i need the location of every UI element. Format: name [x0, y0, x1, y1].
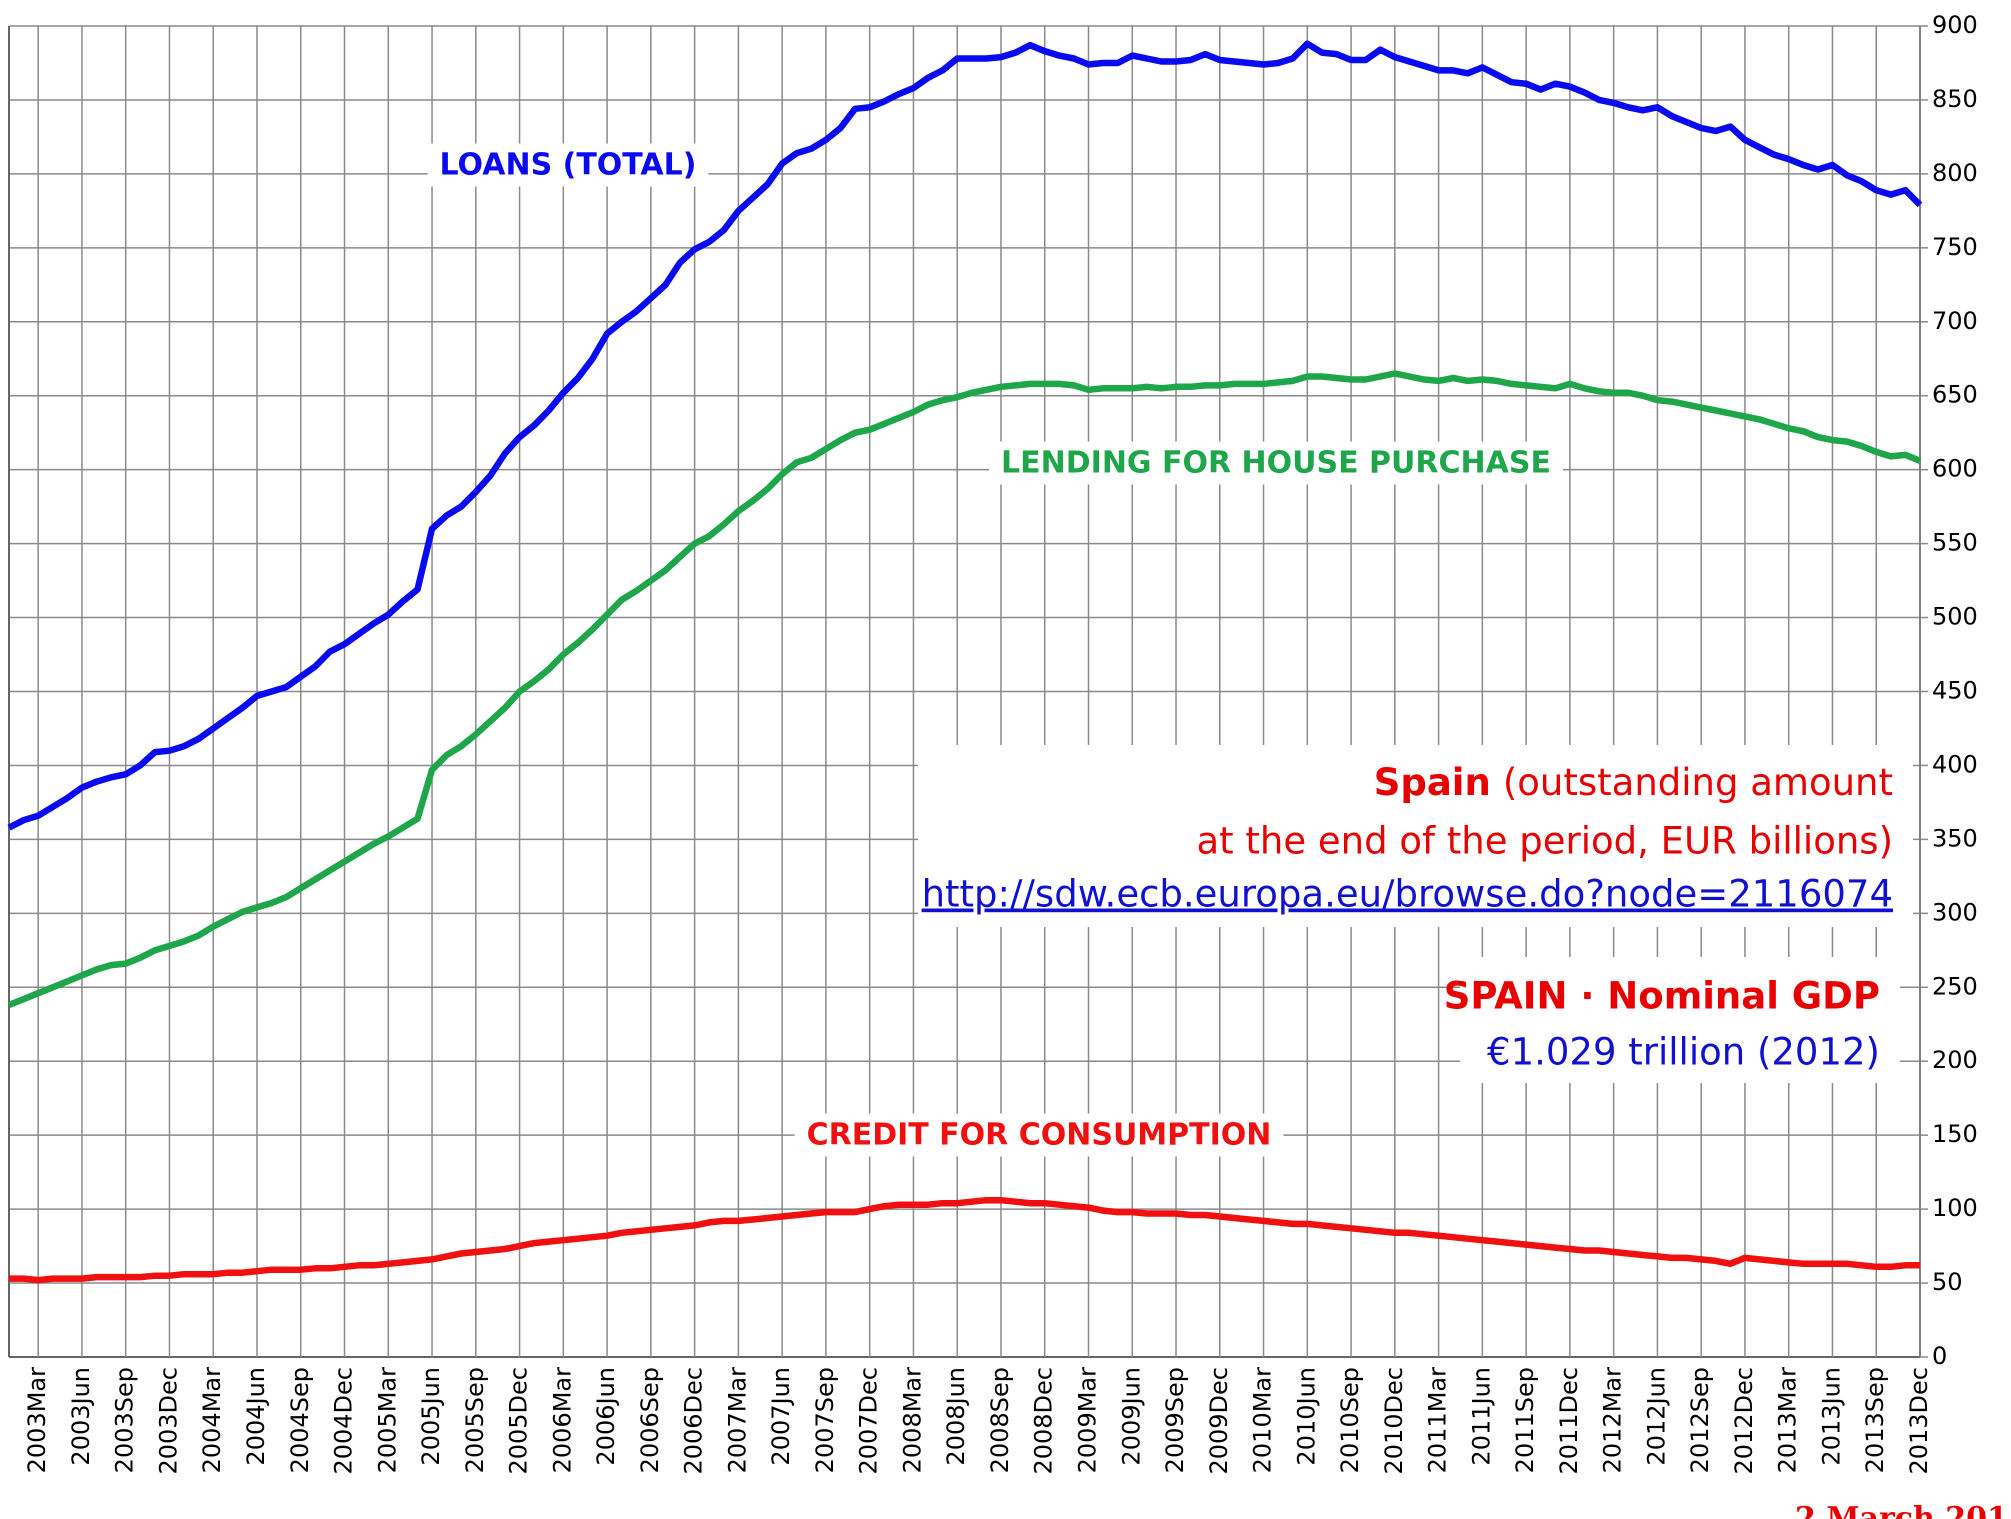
info-title-bold: Spain: [1374, 761, 1491, 804]
x-tick-label: 2011Mar: [1424, 1367, 1452, 1473]
y-tick-label: 350: [1932, 824, 1978, 852]
gdp-value: €1.029 trillion (2012): [1487, 1031, 1880, 1074]
x-tick-label: 2010Jun: [1292, 1367, 1320, 1466]
gdp-title: SPAIN · Nominal GDP: [1444, 975, 1880, 1018]
lines: [7, 40, 1923, 1284]
x-tick-label: 2012Mar: [1599, 1367, 1627, 1473]
x-tick-label: 2010Sep: [1336, 1367, 1364, 1473]
x-tick-label: 2004Jun: [242, 1367, 270, 1466]
y-tick-label: 850: [1932, 85, 1978, 113]
x-tick-label: 2008Dec: [1030, 1367, 1058, 1475]
x-tick-label: 2008Jun: [942, 1367, 970, 1466]
x-tick-label: 2007Jun: [767, 1367, 795, 1466]
x-tick-label: 2003Dec: [154, 1367, 182, 1475]
x-tick-label: 2006Sep: [636, 1367, 664, 1473]
x-tick-label: 2004Mar: [198, 1367, 226, 1473]
x-tick-label: 2004Dec: [330, 1367, 358, 1475]
x-tick-label: 2007Sep: [811, 1367, 839, 1473]
x-tick-label: 2009Dec: [1205, 1367, 1233, 1475]
x-tick-label: 2003Jun: [67, 1367, 95, 1466]
y-tick-label: 900: [1932, 11, 1978, 39]
x-tick-label: 2013Mar: [1774, 1367, 1802, 1473]
x-tick-label: 2009Jun: [1117, 1367, 1145, 1466]
y-tick-label: 450: [1932, 677, 1978, 705]
x-tick-label: 2005Sep: [461, 1367, 489, 1473]
x-tick-label: 2005Jun: [417, 1367, 445, 1466]
y-tick-label: 500: [1932, 603, 1978, 631]
x-tick-label: 2003Mar: [23, 1367, 51, 1473]
y-tick-label: 800: [1932, 159, 1978, 187]
x-tick-label: 2012Jun: [1642, 1367, 1670, 1466]
y-tick-label: 600: [1932, 455, 1978, 483]
info-link[interactable]: http://sdw.ecb.europa.eu/browse.do?node=…: [922, 873, 1893, 916]
series-line: [9, 1196, 1920, 1284]
x-tick-label: 2013Jun: [1817, 1367, 1845, 1466]
x-tick-label: 2010Mar: [1249, 1367, 1277, 1473]
x-tick-label: 2011Jun: [1467, 1367, 1495, 1466]
x-tick-label: 2005Dec: [505, 1367, 533, 1475]
x-tick-label: 2011Sep: [1511, 1367, 1539, 1473]
x-tick-label: 2013Sep: [1861, 1367, 1889, 1473]
info-box: [918, 745, 1913, 927]
x-tick-label: 2012Sep: [1686, 1367, 1714, 1473]
info-line1: (outstanding amount: [1503, 761, 1893, 804]
series-line: [7, 40, 1923, 831]
x-tick-label: 2013Dec: [1905, 1367, 1933, 1475]
y-tick-label: 100: [1932, 1194, 1978, 1222]
x-tick-label: 2006Jun: [592, 1367, 620, 1466]
y-tick-label: 550: [1932, 529, 1978, 557]
x-tick-label: 2006Dec: [680, 1367, 708, 1475]
x-tick-label: 2009Mar: [1073, 1367, 1101, 1473]
y-tick-label: 750: [1932, 233, 1978, 261]
x-tick-label: 2011Dec: [1555, 1367, 1583, 1475]
series-label-bg: [989, 441, 1563, 485]
info-line2: at the end of the period, EUR billions): [1196, 820, 1893, 863]
series-line: [7, 370, 1922, 1009]
y-tick-label: 0: [1932, 1342, 1947, 1370]
x-tick-label: 2008Sep: [986, 1367, 1014, 1473]
y-tick-label: 400: [1932, 750, 1978, 778]
x-tick-label: 2009Sep: [1161, 1367, 1189, 1473]
y-tick-label: 250: [1932, 972, 1978, 1000]
y-tick-label: 150: [1932, 1120, 1978, 1148]
y-tick-label: 200: [1932, 1046, 1978, 1074]
x-tick-label: 2012Dec: [1730, 1367, 1758, 1475]
series-label-bg: [427, 143, 709, 187]
x-tick-label: 2003Sep: [111, 1367, 139, 1473]
info-title: Spain (outstanding amount: [1374, 761, 1893, 804]
x-tick-label: 2006Mar: [548, 1367, 576, 1473]
x-tick-label: 2005Mar: [373, 1367, 401, 1473]
date: 2 March 201: [1795, 1501, 2008, 1519]
series-label: LOANS (TOTAL): [440, 148, 697, 183]
y-tick-label: 300: [1932, 898, 1978, 926]
series-label: LENDING FOR HOUSE PURCHASE: [1001, 446, 1551, 481]
gdp-box: [1460, 957, 1900, 1083]
y-tick-label: 650: [1932, 381, 1978, 409]
y-tick-label: 700: [1932, 307, 1978, 335]
series-label-bg: [794, 1113, 1284, 1157]
annotations: Spain (outstanding amount at the end of t…: [427, 143, 2008, 1519]
x-tick-label: 2004Sep: [286, 1367, 314, 1473]
x-tick-label: 2010Dec: [1380, 1367, 1408, 1475]
x-tick-label: 2007Mar: [723, 1367, 751, 1473]
y-tick-label: 50: [1932, 1268, 1963, 1296]
x-tick-label: 2008Mar: [898, 1367, 926, 1473]
x-tick-label: 2007Dec: [855, 1367, 883, 1475]
series-label: CREDIT FOR CONSUMPTION: [807, 1118, 1272, 1153]
